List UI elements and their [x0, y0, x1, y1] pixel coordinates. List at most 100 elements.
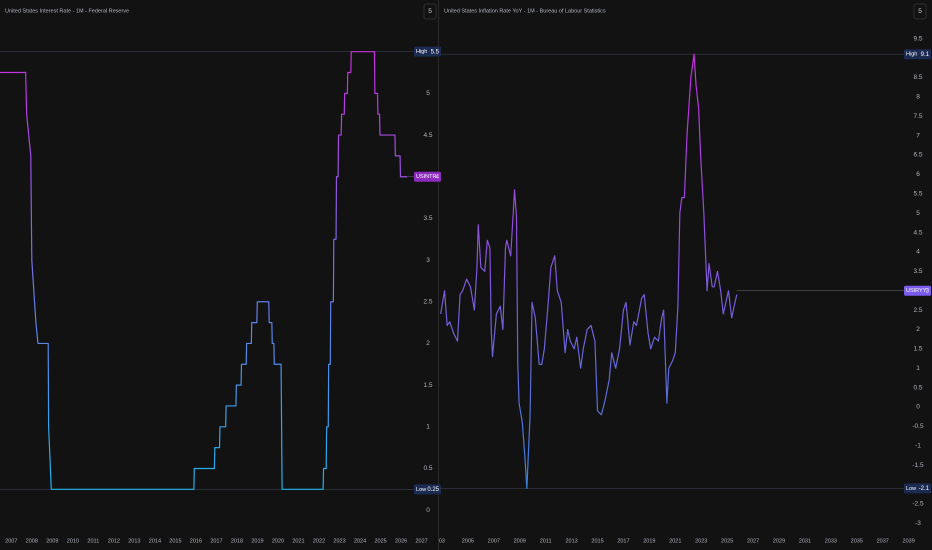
price-tag-value: 9.1	[921, 52, 930, 58]
price-tag-box	[414, 46, 441, 57]
y-tick-label: 3	[426, 257, 430, 264]
x-tick-label: 2009	[46, 538, 58, 544]
x-tick-label: 2027	[747, 538, 759, 544]
price-tag: USIRYY 3	[904, 285, 931, 296]
x-tick-label: 2021	[669, 538, 681, 544]
price-tag-label: Low	[416, 487, 426, 493]
price-tag-value: 0.25	[427, 487, 439, 493]
price-tag-box	[414, 484, 441, 495]
y-tick-label: 6.5	[913, 152, 922, 159]
y-tick-label: 4.5	[423, 132, 432, 139]
y-tick-label: 2	[916, 326, 920, 333]
y-tick-label: 2.5	[423, 298, 432, 305]
x-tick-label: 2011	[87, 538, 99, 544]
x-tick-label: 2010	[67, 538, 79, 544]
x-tick-label: 2018	[231, 538, 243, 544]
price-tag-box	[904, 285, 931, 296]
x-tick-label: 2031	[799, 538, 811, 544]
x-tick-label: 2020	[272, 538, 284, 544]
price-tag-value: 3	[926, 288, 930, 294]
y-tick-label: 5	[426, 90, 430, 97]
x-tick-label: 2007	[5, 538, 17, 544]
y-tick-label: 0.5	[913, 384, 922, 391]
y-tick-label: 3.5	[423, 215, 432, 222]
x-tick-label: 2029	[773, 538, 785, 544]
price-tag: Low 0.25	[414, 484, 441, 495]
x-tick-label: 2025	[374, 538, 386, 544]
x-tick-label: 2017	[210, 538, 222, 544]
y-tick-label: 9.5	[913, 35, 922, 42]
y-tick-label: 6	[916, 171, 920, 178]
y-tick-label: -2.5	[912, 501, 924, 508]
y-tick-label: 0	[426, 507, 430, 514]
data-line	[440, 53, 738, 490]
price-tag-label: USINTR	[416, 174, 437, 180]
x-tick-label: 2023	[695, 538, 707, 544]
x-tick-label: 2013	[565, 538, 577, 544]
price-tag-label: High	[906, 52, 917, 58]
price-tag: USINTR 4	[414, 171, 441, 182]
x-tick-label: 2026	[395, 538, 407, 544]
x-tick-label: 2005	[462, 538, 474, 544]
x-tick-label: 2019	[251, 538, 263, 544]
y-tick-label: 7	[916, 132, 920, 139]
y-tick-label: 4.5	[913, 229, 922, 236]
chart-title: United States Inflation Rate YoY - 1M - …	[444, 8, 606, 14]
price-tag: High 5.5	[414, 46, 441, 57]
interval-button-box[interactable]	[423, 3, 437, 20]
data-line	[0, 51, 408, 490]
y-tick-label: -3	[915, 520, 921, 527]
y-tick-label: 1.5	[913, 346, 922, 353]
price-tag-value: -2.1	[919, 486, 930, 492]
x-tick-label: 2035	[851, 538, 863, 544]
y-tick-label: -1.5	[912, 462, 924, 469]
y-tick-label: 8	[916, 94, 920, 101]
y-tick-label: 7.5	[913, 113, 922, 120]
y-tick-label: -1	[915, 442, 921, 449]
x-tick-label: 2016	[190, 538, 202, 544]
x-tick-label: 2007	[488, 538, 500, 544]
y-tick-label: 3.5	[913, 268, 922, 275]
x-tick-label: 2037	[877, 538, 889, 544]
x-tick-label: 2039	[903, 538, 915, 544]
x-tick-label: 2015	[169, 538, 181, 544]
y-tick-label: 4	[916, 249, 920, 256]
y-tick-label: -0.5	[912, 423, 924, 430]
interval-button[interactable]: 5	[918, 8, 922, 15]
x-tick-label: 2024	[354, 538, 366, 544]
x-tick-label: 2033	[825, 538, 837, 544]
y-tick-label: 2	[426, 340, 430, 347]
x-tick-label: 2027	[415, 538, 427, 544]
x-tick-label: 2008	[26, 538, 38, 544]
y-tick-label: 8.5	[913, 74, 922, 81]
chart-title: United States Interest Rate - 1M - Feder…	[5, 8, 129, 14]
price-tag: Low -2.1	[904, 483, 931, 494]
y-tick-label: 0.5	[423, 465, 432, 472]
y-tick-label: 1	[426, 424, 430, 431]
price-tag-box	[414, 171, 441, 182]
y-tick-label: 1.5	[423, 382, 432, 389]
x-tick-label: 2023	[333, 538, 345, 544]
x-tick-label: 2022	[313, 538, 325, 544]
price-tag-box	[904, 483, 931, 494]
price-tag: High 9.1	[904, 49, 931, 60]
x-tick-label: 2013	[128, 538, 140, 544]
x-tick-label: 03	[439, 538, 445, 544]
x-tick-label: 2014	[149, 538, 161, 544]
interval-button-box[interactable]	[913, 3, 927, 20]
price-tag-value: 4	[436, 174, 440, 180]
price-tag-value: 5.5	[431, 49, 440, 55]
interval-button[interactable]: 5	[428, 8, 432, 15]
y-tick-label: 2.5	[913, 307, 922, 314]
price-tag-label: USIRYY	[906, 288, 927, 294]
x-tick-label: 2017	[617, 538, 629, 544]
price-tag-label: High	[416, 49, 427, 55]
x-tick-label: 2025	[721, 538, 733, 544]
y-tick-label: 0	[916, 404, 920, 411]
y-tick-label: 5	[916, 210, 920, 217]
x-tick-label: 2012	[108, 538, 120, 544]
price-tag-label: Low	[906, 486, 916, 492]
x-tick-label: 2015	[591, 538, 603, 544]
